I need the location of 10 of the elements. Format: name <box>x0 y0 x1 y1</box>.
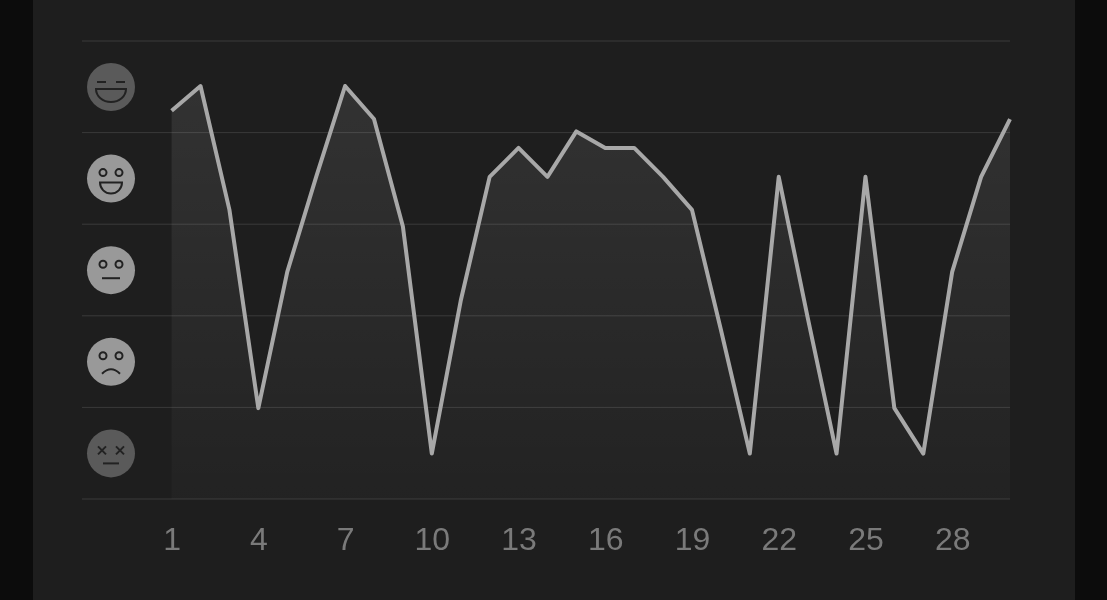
x-tick-label: 13 <box>501 520 537 557</box>
x-tick-label: 16 <box>587 520 624 557</box>
x-tick-label: 1 <box>163 520 182 557</box>
x-tick-label: 25 <box>848 520 884 557</box>
x-tick-label: 7 <box>336 520 355 557</box>
x-tick-label: 22 <box>761 520 798 557</box>
x-tick-label: 28 <box>934 520 971 557</box>
x-tick-label: 19 <box>674 520 711 557</box>
x-tick-label: 4 <box>249 520 268 557</box>
x-tick-label: 10 <box>414 520 451 557</box>
